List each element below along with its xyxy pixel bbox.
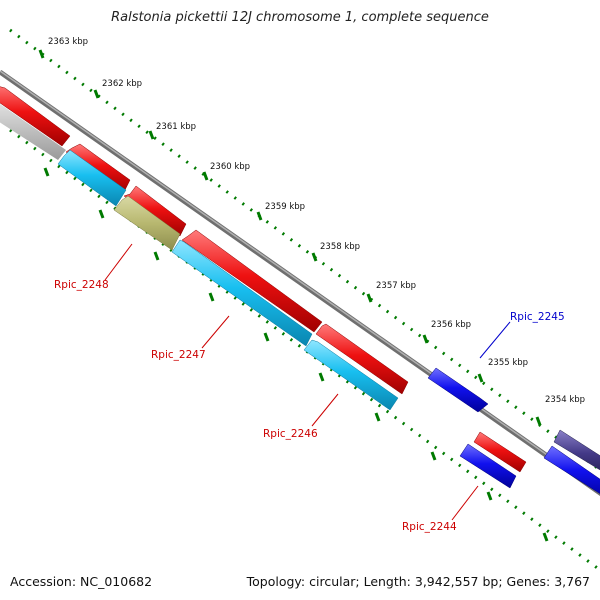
- feature-rpic-2248-olive[interactable]: [113, 195, 181, 251]
- tick-label: 2356 kbp: [431, 320, 471, 330]
- forward-cds-track: [0, 84, 409, 395]
- accession-text: Accession: NC_010682: [10, 574, 153, 589]
- tick-label: 2360 kbp: [210, 162, 250, 172]
- kbp-tick-labels: 2363 kbp 2362 kbp 2361 kbp 2360 kbp 2359…: [48, 37, 585, 405]
- gene-label-rpic-2246[interactable]: Rpic_2246: [263, 428, 318, 440]
- gene-label-rpic-2247[interactable]: Rpic_2247: [151, 349, 206, 361]
- feature-rpic-2246[interactable]: [303, 339, 399, 411]
- feature-dark-right[interactable]: [553, 429, 600, 476]
- label-leaders: [104, 243, 511, 521]
- cds-rpic-2246b[interactable]: [315, 323, 409, 395]
- tick-label: 2359 kbp: [265, 202, 305, 212]
- tick-label: 2358 kbp: [320, 242, 360, 252]
- cds-rpic-2247[interactable]: [123, 185, 187, 237]
- chromosome-backbone-highlight: [0, 70, 600, 493]
- chromosome-backbone: [0, 69, 600, 497]
- tick-label: 2355 kbp: [488, 358, 528, 368]
- tick-label: 2357 kbp: [376, 281, 416, 291]
- outer-major-ticks: [38, 49, 542, 426]
- inner-major-ticks: [43, 167, 549, 542]
- feature-grey: [0, 104, 66, 160]
- tick-label: 2362 kbp: [102, 79, 142, 89]
- tick-label: 2361 kbp: [156, 122, 196, 132]
- cds-rpic-2244[interactable]: [473, 431, 527, 473]
- gene-label-rpic-2248[interactable]: Rpic_2248: [54, 279, 109, 291]
- cds-rpic-2248[interactable]: [65, 143, 131, 193]
- feature-rpic-2247[interactable]: [171, 239, 313, 347]
- feature-track: [0, 104, 399, 411]
- gene-labels: Rpic_2248 Rpic_2247 Rpic_2246 Rpic_2244 …: [54, 279, 565, 533]
- cds-right-edge[interactable]: [543, 445, 600, 500]
- topology-summary-text: Topology: circular; Length: 3,942,557 bp…: [246, 574, 590, 589]
- cds-rpic-2249[interactable]: [0, 84, 71, 147]
- cds-rpic-2245[interactable]: [427, 367, 489, 413]
- feature-rpic-2248[interactable]: [57, 149, 127, 207]
- tick-label: 2354 kbp: [545, 395, 585, 405]
- cds-rpic-2246[interactable]: [181, 229, 323, 333]
- cds-rpic-2244-reverse[interactable]: [459, 443, 517, 489]
- gene-label-rpic-2244[interactable]: Rpic_2244: [402, 521, 457, 533]
- map-title: Ralstonia pickettii 12J chromosome 1, co…: [111, 10, 489, 25]
- tick-label: 2363 kbp: [48, 37, 88, 47]
- gene-label-rpic-2245[interactable]: Rpic_2245: [510, 311, 565, 323]
